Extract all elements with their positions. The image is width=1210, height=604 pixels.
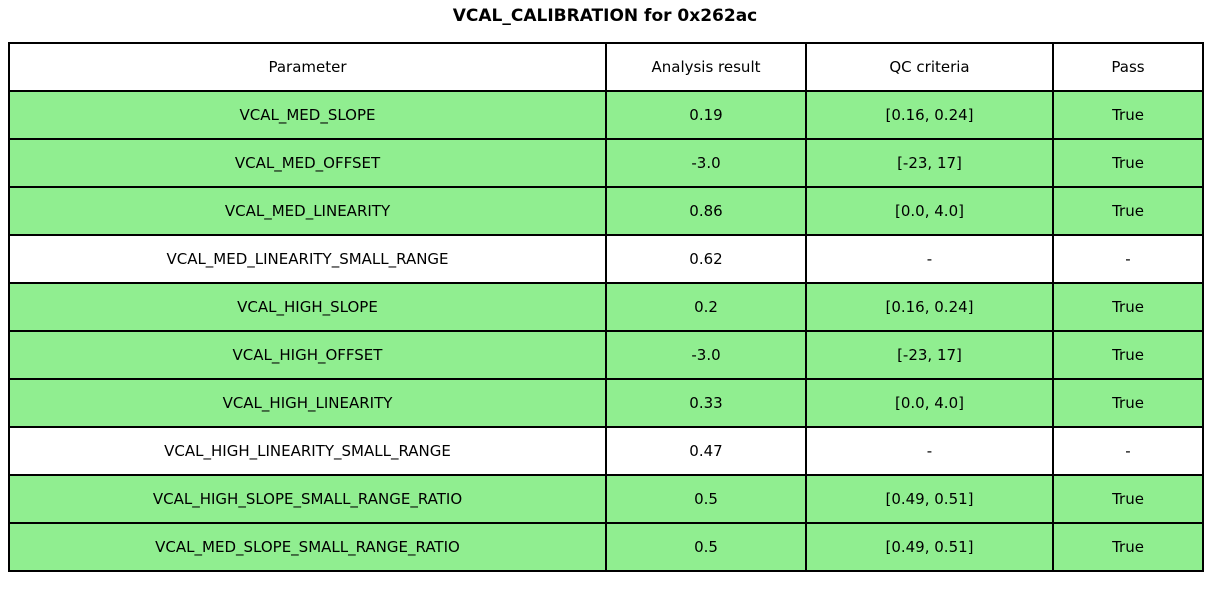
cell-parameter: VCAL_MED_SLOPE_SMALL_RANGE_RATIO: [8, 522, 607, 572]
table-row: VCAL_HIGH_LINEARITY_SMALL_RANGE 0.47 - -: [8, 426, 1204, 476]
column-header-qc-criteria: QC criteria: [805, 42, 1054, 92]
cell-parameter: VCAL_HIGH_LINEARITY: [8, 378, 607, 428]
cell-criteria: [0.0, 4.0]: [805, 378, 1054, 428]
table-row: VCAL_MED_SLOPE_SMALL_RANGE_RATIO 0.5 [0.…: [8, 522, 1204, 572]
cell-result: 0.5: [605, 522, 807, 572]
cell-criteria: [0.49, 0.51]: [805, 522, 1054, 572]
cell-criteria: [-23, 17]: [805, 138, 1054, 188]
cell-result: -3.0: [605, 330, 807, 380]
cell-parameter: VCAL_HIGH_OFFSET: [8, 330, 607, 380]
cell-criteria: [0.0, 4.0]: [805, 186, 1054, 236]
cell-pass: True: [1052, 282, 1204, 332]
cell-pass: True: [1052, 138, 1204, 188]
column-header-parameter: Parameter: [8, 42, 607, 92]
cell-pass: True: [1052, 522, 1204, 572]
cell-parameter: VCAL_MED_LINEARITY_SMALL_RANGE: [8, 234, 607, 284]
table-row: VCAL_HIGH_SLOPE_SMALL_RANGE_RATIO 0.5 [0…: [8, 474, 1204, 524]
column-header-pass: Pass: [1052, 42, 1204, 92]
cell-criteria: [0.16, 0.24]: [805, 90, 1054, 140]
cell-result: -3.0: [605, 138, 807, 188]
cell-criteria: [0.49, 0.51]: [805, 474, 1054, 524]
cell-pass: -: [1052, 426, 1204, 476]
table-row: VCAL_HIGH_SLOPE 0.2 [0.16, 0.24] True: [8, 282, 1204, 332]
table-row: VCAL_MED_LINEARITY_SMALL_RANGE 0.62 - -: [8, 234, 1204, 284]
cell-criteria: -: [805, 234, 1054, 284]
column-header-analysis-result: Analysis result: [605, 42, 807, 92]
cell-pass: True: [1052, 90, 1204, 140]
cell-pass: True: [1052, 378, 1204, 428]
cell-result: 0.62: [605, 234, 807, 284]
table-row: VCAL_MED_SLOPE 0.19 [0.16, 0.24] True: [8, 90, 1204, 140]
cell-result: 0.86: [605, 186, 807, 236]
cell-criteria: [-23, 17]: [805, 330, 1054, 380]
cell-result: 0.5: [605, 474, 807, 524]
cell-parameter: VCAL_HIGH_SLOPE_SMALL_RANGE_RATIO: [8, 474, 607, 524]
cell-pass: True: [1052, 330, 1204, 380]
cell-parameter: VCAL_MED_OFFSET: [8, 138, 607, 188]
table-row: VCAL_MED_OFFSET -3.0 [-23, 17] True: [8, 138, 1204, 188]
page-title: VCAL_CALIBRATION for 0x262ac: [452, 6, 758, 26]
cell-parameter: VCAL_HIGH_SLOPE: [8, 282, 607, 332]
cell-result: 0.19: [605, 90, 807, 140]
cell-pass: -: [1052, 234, 1204, 284]
table-row: VCAL_HIGH_OFFSET -3.0 [-23, 17] True: [8, 330, 1204, 380]
cell-parameter: VCAL_MED_LINEARITY: [8, 186, 607, 236]
table-header-row: Parameter Analysis result QC criteria Pa…: [8, 42, 1204, 92]
cell-result: 0.33: [605, 378, 807, 428]
cell-pass: True: [1052, 474, 1204, 524]
cell-parameter: VCAL_MED_SLOPE: [8, 90, 607, 140]
cell-result: 0.2: [605, 282, 807, 332]
cell-criteria: -: [805, 426, 1054, 476]
cell-result: 0.47: [605, 426, 807, 476]
table-row: VCAL_MED_LINEARITY 0.86 [0.0, 4.0] True: [8, 186, 1204, 236]
cell-criteria: [0.16, 0.24]: [805, 282, 1054, 332]
cell-parameter: VCAL_HIGH_LINEARITY_SMALL_RANGE: [8, 426, 607, 476]
table-row: VCAL_HIGH_LINEARITY 0.33 [0.0, 4.0] True: [8, 378, 1204, 428]
qc-criteria-table: Parameter Analysis result QC criteria Pa…: [8, 42, 1204, 572]
cell-pass: True: [1052, 186, 1204, 236]
